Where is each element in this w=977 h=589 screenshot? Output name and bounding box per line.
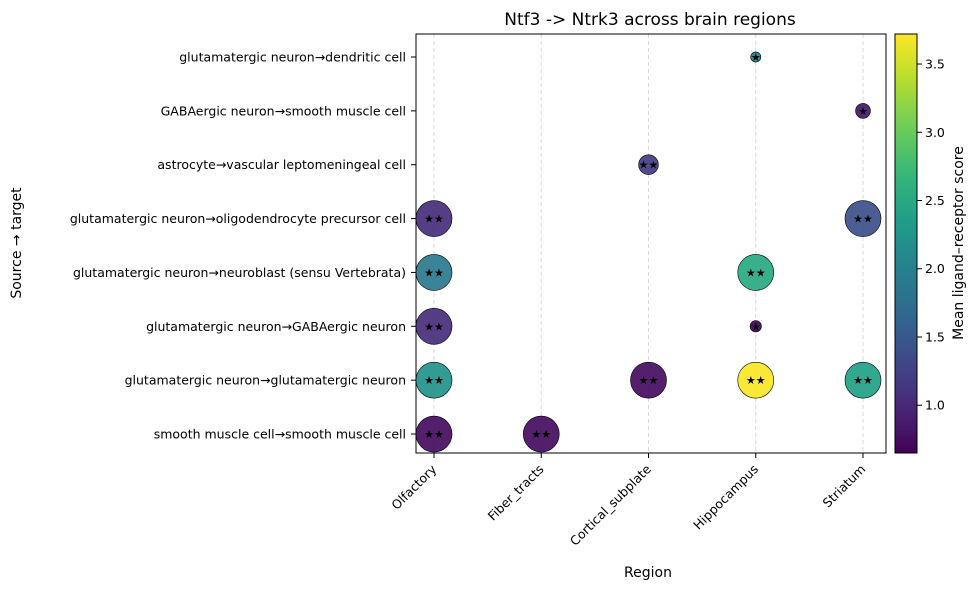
colorbar-ticks: 1.0 1.5 2.0 2.5 3.0 3.5 bbox=[917, 57, 945, 413]
x-tick-label: Striatum bbox=[820, 461, 869, 510]
colorbar-tick-label: 1.0 bbox=[925, 398, 945, 413]
significance-stars: ★★ bbox=[853, 374, 873, 387]
plot-area bbox=[415, 33, 887, 454]
y-axis-ticks: smooth muscle cell→smooth muscle cell glu… bbox=[70, 50, 416, 442]
bubble-marker bbox=[855, 103, 871, 119]
y-tick-label: glutamatergic neuron→neuroblast (sensu V… bbox=[73, 265, 406, 280]
significance-stars: ★★ bbox=[746, 266, 766, 279]
bubble-marker bbox=[750, 51, 762, 63]
colorbar-tick-label: 3.0 bbox=[925, 125, 945, 140]
colorbar-tick-label: 3.5 bbox=[925, 57, 945, 72]
x-tick-label: Fiber_tracts bbox=[485, 461, 547, 523]
bubble-marker bbox=[638, 154, 659, 175]
y-tick-label: glutamatergic neuron→GABAergic neuron bbox=[146, 319, 406, 334]
colorbar-tick-label: 2.0 bbox=[925, 261, 945, 276]
significance-stars: ★ bbox=[858, 105, 868, 118]
x-axis-title: Region bbox=[624, 565, 672, 581]
significance-stars: ★★ bbox=[424, 213, 444, 226]
significance-stars: ★★ bbox=[424, 266, 444, 279]
y-tick-label: astrocyte→vascular leptomeningeal cell bbox=[157, 157, 406, 172]
significance-stars: ★★ bbox=[531, 428, 551, 441]
significance-stars: ★★ bbox=[639, 374, 659, 387]
y-tick-label: GABAergic neuron→smooth muscle cell bbox=[161, 103, 406, 118]
x-tick-label: Cortical_subplate bbox=[567, 461, 654, 548]
bubble-layer: ★★ ★★★★ ★★ ★★ ★★★★ ★★★ ★★★★ ★★★★★★ bbox=[415, 51, 882, 453]
bubble-marker bbox=[749, 320, 762, 333]
bubble-marker bbox=[844, 200, 882, 237]
bubble-marker bbox=[737, 254, 775, 291]
y-tick-label: glutamatergic neuron→dendritic cell bbox=[179, 50, 406, 65]
colorbar-title: Mean ligand–receptor score bbox=[951, 146, 967, 340]
significance-stars: ★★ bbox=[639, 159, 659, 172]
chart-title: Ntf3 -> Ntrk3 across brain regions bbox=[504, 10, 796, 30]
significance-stars: ★★ bbox=[746, 374, 766, 387]
significance-stars: ★★ bbox=[424, 428, 444, 441]
bubble-marker bbox=[844, 361, 882, 399]
x-tick-label: Hippocampus bbox=[690, 461, 761, 532]
y-tick-label: glutamatergic neuron→oligodendrocyte pre… bbox=[70, 211, 406, 226]
x-axis-ticks: Olfactory Fiber_tracts Cortical_subplate Hi… bbox=[388, 453, 868, 549]
x-tick-label: Olfactory bbox=[388, 461, 440, 513]
bubble-marker bbox=[630, 361, 667, 399]
significance-stars: ★★ bbox=[424, 374, 444, 387]
significance-stars: ★★ bbox=[424, 320, 444, 333]
colorbar-tick-label: 2.5 bbox=[925, 193, 945, 208]
significance-stars: ★★ bbox=[853, 213, 873, 226]
significance-stars: ★ bbox=[751, 51, 761, 64]
bubble-marker bbox=[737, 361, 775, 399]
colorbar bbox=[894, 33, 918, 454]
significance-stars: ★ bbox=[751, 320, 761, 333]
colorbar-tick-label: 1.5 bbox=[925, 329, 945, 344]
bubble-marker bbox=[522, 415, 560, 453]
y-tick-label: glutamatergic neuron→glutamatergic neuro… bbox=[125, 373, 406, 388]
y-tick-label: smooth muscle cell→smooth muscle cell bbox=[154, 427, 406, 442]
y-axis-title: Source → target bbox=[9, 187, 25, 299]
